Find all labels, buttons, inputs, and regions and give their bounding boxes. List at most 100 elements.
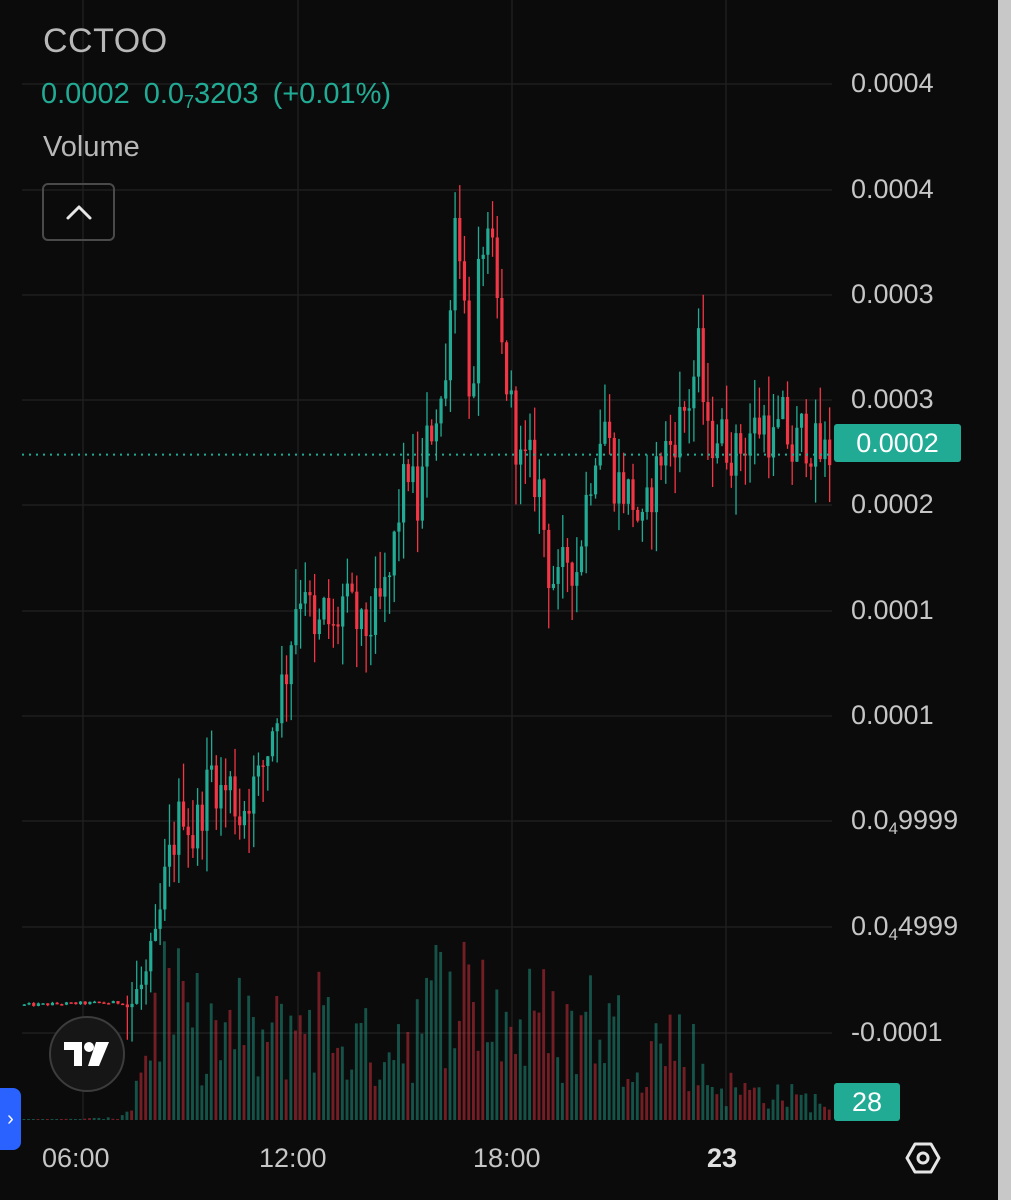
candle-body — [41, 1003, 45, 1005]
volume-bar — [574, 1074, 578, 1120]
candle-body — [823, 439, 827, 460]
candle-body — [584, 494, 588, 547]
candle-body — [373, 588, 378, 635]
volume-bar — [617, 995, 621, 1120]
volume-bar — [776, 1084, 780, 1120]
candle-body — [92, 1001, 97, 1004]
volume-bar — [471, 1002, 475, 1120]
volume-bar — [514, 1054, 518, 1120]
volume-bar — [659, 1043, 663, 1120]
tradingview-logo[interactable] — [49, 1016, 125, 1092]
volume-bar — [59, 1118, 63, 1120]
candle-body — [434, 423, 438, 442]
volume-bar — [219, 1060, 223, 1120]
volume-bar — [116, 1118, 120, 1120]
volume-bar — [453, 1048, 457, 1120]
volume-bar — [748, 1089, 752, 1120]
volume-bar — [284, 1079, 288, 1120]
volume-bar — [191, 1027, 194, 1120]
volume-bar — [486, 1042, 489, 1120]
volume-bar — [518, 1019, 522, 1120]
candle-body — [715, 443, 719, 459]
price-candles — [22, 185, 832, 1042]
candle-body — [430, 425, 434, 442]
volume-bar — [177, 948, 180, 1120]
candle-body — [650, 487, 654, 513]
candle-body — [238, 816, 242, 826]
volume-bar — [383, 1062, 386, 1120]
candle-body — [294, 609, 298, 646]
candle-body — [711, 420, 715, 459]
volume-bar — [434, 944, 438, 1120]
volume-bar — [275, 996, 279, 1120]
candle-body — [523, 449, 527, 452]
volume-bar — [205, 1073, 208, 1120]
volume-bar — [607, 1003, 611, 1120]
candle-body — [88, 1001, 92, 1005]
collapse-legend-button[interactable] — [42, 183, 115, 241]
candle-body — [401, 464, 406, 523]
volume-bar — [41, 1119, 45, 1120]
side-panel-toggle[interactable]: › — [0, 1088, 21, 1150]
volume-bar — [729, 1072, 733, 1120]
candle-body — [289, 645, 293, 685]
candle-body — [383, 576, 387, 597]
volume-bars — [22, 941, 831, 1120]
volume-bar — [612, 1016, 616, 1120]
candle-body — [828, 439, 832, 466]
volume-bar — [294, 1030, 297, 1120]
candle-body — [144, 971, 148, 985]
last-price-tag: 0.0002 — [834, 424, 961, 462]
tradingview-logo-icon — [64, 1042, 109, 1066]
candle-body — [725, 419, 729, 463]
candle-body — [284, 674, 289, 685]
volume-bar — [757, 1087, 761, 1120]
candle-body — [135, 989, 139, 1004]
volume-bar — [584, 1011, 588, 1120]
volume-bar — [687, 1091, 691, 1120]
volume-bar — [645, 1087, 649, 1120]
candle-body — [514, 390, 518, 465]
candle-body — [687, 408, 691, 411]
volume-bar — [766, 1108, 770, 1120]
candle-body — [799, 413, 804, 428]
candle-body — [256, 765, 261, 777]
candle-body — [701, 328, 705, 403]
volume-bar — [635, 1072, 639, 1120]
candle-body — [107, 1003, 111, 1005]
candle-body — [55, 1002, 59, 1005]
candle-body — [781, 396, 785, 420]
volume-bar — [78, 1119, 82, 1120]
candle-body — [177, 801, 181, 855]
volume-bar — [532, 1010, 536, 1120]
volume-bar — [738, 1094, 742, 1120]
volume-bar — [448, 971, 452, 1120]
volume-bar — [223, 1022, 227, 1120]
volume-bar — [69, 1118, 73, 1120]
candle-body — [561, 547, 565, 568]
volume-bar — [696, 1085, 700, 1120]
volume-bar — [64, 1118, 68, 1120]
chart-settings-button[interactable] — [902, 1137, 944, 1179]
volume-bar — [289, 1015, 293, 1120]
chevron-right-icon: › — [7, 1107, 14, 1130]
candle-body — [640, 511, 644, 521]
candle-body — [664, 441, 668, 466]
volume-bar — [504, 1011, 508, 1120]
candle-body — [626, 479, 630, 504]
volume-bar — [317, 971, 321, 1120]
volume-bar — [621, 1086, 625, 1120]
candle-body — [476, 258, 481, 384]
candle-body — [547, 529, 551, 589]
volume-bar — [509, 1026, 513, 1120]
candle-body — [210, 765, 214, 770]
candle-body — [537, 479, 541, 498]
volume-bar — [195, 973, 199, 1120]
volume-bar — [130, 1110, 134, 1120]
candle-body — [78, 1001, 83, 1005]
x-axis-label: 23 — [707, 1143, 738, 1173]
volume-bar — [134, 1080, 138, 1120]
volume-bar — [322, 1005, 326, 1120]
volume-bar — [120, 1115, 124, 1120]
